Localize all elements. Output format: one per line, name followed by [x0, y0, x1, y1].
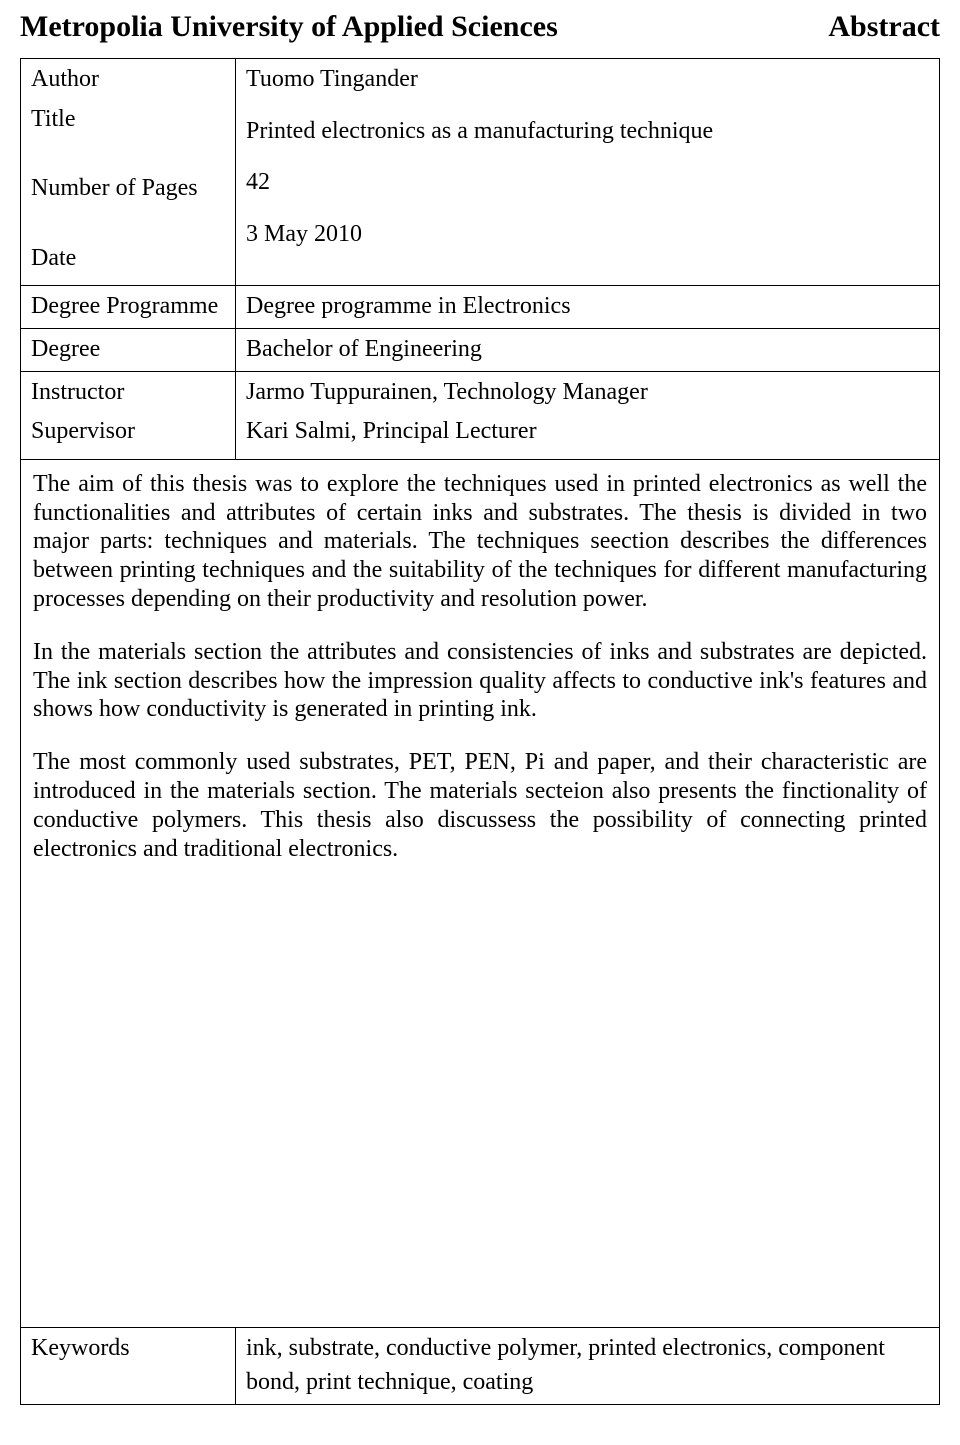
value-date: 3 May 2010	[246, 218, 929, 252]
label-author: Author	[31, 63, 225, 97]
value-num-pages: 42	[246, 166, 929, 200]
meta-labels-cell: Author Title Number of Pages Date	[21, 59, 236, 286]
abstract-table: Author Title Number of Pages Date Tuomo …	[20, 58, 940, 1405]
value-author: Tuomo Tingander	[246, 63, 929, 97]
abstract-spacer	[33, 887, 927, 1317]
document-type: Abstract	[828, 10, 940, 44]
keywords-row: Keywords ink, substrate, conductive poly…	[21, 1328, 940, 1404]
label-keywords: Keywords	[21, 1328, 236, 1404]
page-header: Metropolia University of Applied Science…	[20, 10, 940, 44]
spacer-tiny	[246, 154, 929, 160]
abstract-body-cell: The aim of this thesis was to explore th…	[21, 459, 940, 1328]
meta-row-author-title: Author Title Number of Pages Date Tuomo …	[21, 59, 940, 286]
meta-labels-cell-2: Instructor Supervisor	[21, 371, 236, 459]
value-instructor: Jarmo Tuppurainen, Technology Manager	[246, 376, 929, 410]
spacer-tiny	[246, 103, 929, 109]
abstract-body-row: The aim of this thesis was to explore th…	[21, 459, 940, 1328]
value-keywords: ink, substrate, conductive polymer, prin…	[236, 1328, 940, 1404]
meta-values-cell: Tuomo Tingander Printed electronics as a…	[236, 59, 940, 286]
label-degree-programme: Degree Programme	[21, 286, 236, 329]
abstract-body: The aim of this thesis was to explore th…	[33, 470, 927, 864]
value-degree: Bachelor of Engineering	[236, 328, 940, 371]
abstract-paragraph-2: In the materials section the attributes …	[33, 638, 927, 724]
meta-row-degree: Degree Bachelor of Engineering	[21, 328, 940, 371]
value-title: Printed electronics as a manufacturing t…	[246, 115, 929, 149]
label-supervisor: Supervisor	[31, 415, 225, 449]
value-supervisor: Kari Salmi, Principal Lecturer	[246, 415, 929, 449]
label-degree: Degree	[21, 328, 236, 371]
value-degree-programme: Degree programme in Electronics	[236, 286, 940, 329]
meta-row-instructor-supervisor: Instructor Supervisor Jarmo Tuppurainen,…	[21, 371, 940, 459]
institution-name: Metropolia University of Applied Science…	[20, 10, 558, 44]
abstract-paragraph-1: The aim of this thesis was to explore th…	[33, 470, 927, 614]
meta-values-cell-2: Jarmo Tuppurainen, Technology Manager Ka…	[236, 371, 940, 459]
label-date: Date	[31, 242, 225, 276]
label-title: Title	[31, 103, 225, 137]
abstract-paragraph-3: The most commonly used substrates, PET, …	[33, 748, 927, 863]
meta-row-degree-programme: Degree Programme Degree programme in Ele…	[21, 286, 940, 329]
spacer-tiny	[246, 206, 929, 212]
label-num-pages: Number of Pages	[31, 172, 225, 206]
spacer-small	[31, 142, 225, 166]
spacer-small	[31, 212, 225, 236]
label-instructor: Instructor	[31, 376, 225, 410]
